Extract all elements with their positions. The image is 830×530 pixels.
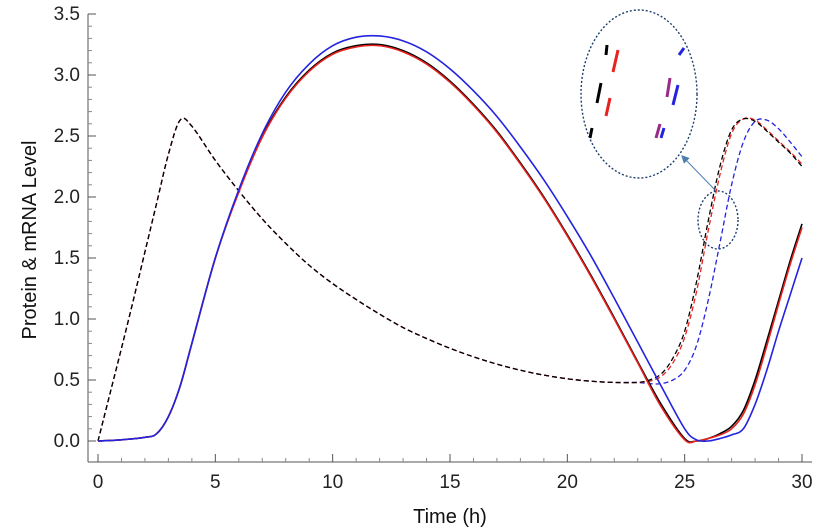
series-mrna-black: [97, 117, 803, 442]
y-tick-label: 1.0: [54, 309, 80, 330]
zoom-arrow: [681, 155, 717, 192]
y-axis-title: Protein & mRNA Level: [19, 141, 41, 340]
y-tick-label: 0.0: [54, 431, 80, 452]
zoom-inset: [580, 9, 698, 179]
inset-mark-blue-3: [659, 127, 666, 139]
zoom-target-ellipse: [697, 190, 739, 250]
y-tick-label: 2.5: [54, 126, 80, 147]
inset-mark-purple-2: [654, 123, 662, 139]
zoom-inset-ellipse: [580, 9, 698, 179]
y-tick-label: 3.0: [54, 65, 80, 86]
y-tick-label: 1.5: [54, 248, 80, 269]
x-tick-label: 0: [93, 472, 104, 493]
x-tick-label: 20: [557, 472, 578, 493]
x-tick-label: 15: [439, 472, 460, 493]
series-layer: [97, 34, 803, 444]
inset-mark-red-1: [611, 49, 620, 73]
x-axis-title: Time (h): [413, 506, 487, 528]
axes: 0.0 0.5 1.0 1.5 2.0 2.5 3.0 3.5 0 5 10 15 20 25 30 Time…: [19, 4, 813, 528]
y-tick-label: 2.0: [54, 187, 80, 208]
y-tick-label: 3.5: [54, 4, 80, 25]
inset-mark-blue-2: [671, 84, 680, 106]
x-tick-label: 25: [674, 472, 695, 493]
x-tick-label: 10: [322, 472, 343, 493]
inset-mark-purple-1: [665, 77, 672, 98]
inset-mark-black-1: [604, 44, 609, 56]
inset-mark-red-2: [604, 97, 612, 117]
x-tick-label: 30: [791, 472, 812, 493]
x-tick-label: 5: [210, 472, 221, 493]
inset-mark-black-2: [595, 82, 603, 104]
y-tick-label: 0.5: [54, 370, 80, 391]
series-protein-blue: [97, 34, 803, 443]
inset-mark-blue-1: [677, 47, 686, 56]
inset-mark-black-3: [588, 127, 594, 139]
zoom-inset-content: [588, 44, 686, 139]
series-mrna-red: [97, 117, 803, 442]
series-mrna-blue: [97, 117, 803, 442]
